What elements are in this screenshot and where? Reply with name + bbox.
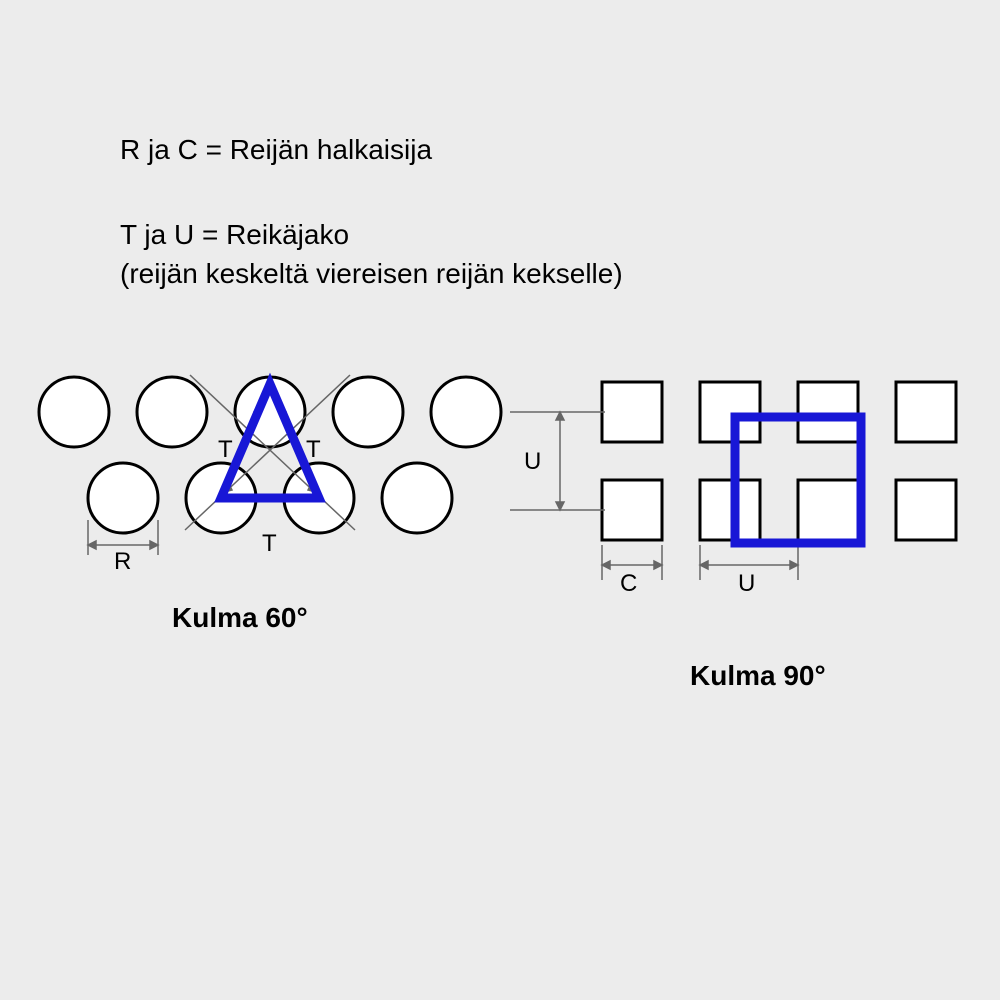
square-hole	[602, 480, 662, 540]
label-u-bottom: U	[738, 570, 755, 598]
caption-90deg: Kulma 90°	[690, 660, 826, 692]
square-hole	[700, 382, 760, 442]
label-u-left: U	[524, 448, 541, 476]
square-hole	[798, 382, 858, 442]
square-hole	[798, 480, 858, 540]
square-hole	[700, 480, 760, 540]
square-hole	[602, 382, 662, 442]
square-hole	[896, 382, 956, 442]
label-c: C	[620, 570, 637, 598]
square-hole	[896, 480, 956, 540]
diagram-90deg	[0, 0, 1000, 1000]
